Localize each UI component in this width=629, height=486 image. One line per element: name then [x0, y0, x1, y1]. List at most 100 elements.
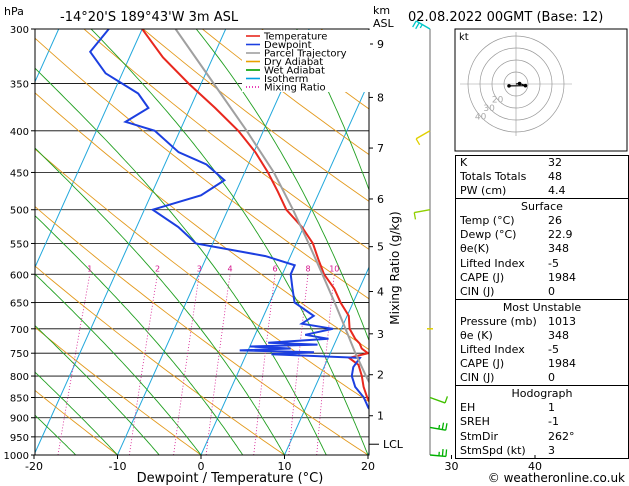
index-label: K [460, 156, 468, 169]
index-label: θe (K) [460, 328, 493, 342]
isotherm-line [284, 266, 369, 455]
km-tick-label: 4 [377, 286, 384, 299]
index-label: Temp (°C) [460, 214, 515, 228]
temperature-tick-label: 0 [198, 460, 205, 473]
wet-adiabat-line [296, 29, 369, 192]
km-tick-label: 9 [377, 38, 384, 51]
index-value: 0 [548, 284, 555, 298]
wind-barb-feather [445, 423, 448, 431]
dry-adiabat-line [202, 29, 369, 156]
index-value: 26 [548, 214, 562, 228]
wind-barb [415, 130, 431, 140]
lcl-label: LCL [383, 438, 404, 451]
index-value: 1013 [548, 314, 576, 328]
hodograph-ring-label: 40 [475, 112, 487, 122]
index-label: Lifted Index [460, 256, 525, 270]
index-label: EH [460, 401, 476, 415]
wind-barb [429, 454, 447, 458]
km-label: km [373, 4, 390, 17]
location-title: -14°20'S 189°43'W 3m ASL [60, 10, 239, 25]
index-value: 22.9 [548, 228, 573, 242]
index-label: StmSpd (kt) [460, 443, 526, 457]
index-label: CAPE (J) [460, 357, 505, 371]
pressure-tick-label: 950 [10, 433, 29, 444]
pressure-tick-label: 650 [10, 299, 29, 310]
index-value: 348 [548, 328, 569, 342]
km-tick-label: 3 [377, 328, 384, 341]
mixing-ratio-label: 3 [197, 264, 202, 273]
index-label: CIN (J) [460, 371, 495, 385]
wind-barbs [412, 20, 449, 458]
mixing-ratio-label: 4 [228, 264, 233, 273]
index-value: 1 [548, 401, 555, 415]
pressure-tick-label: 300 [10, 25, 29, 36]
pressure-tick-label: 550 [10, 239, 29, 250]
index-value: -5 [548, 343, 559, 357]
km-tick-label: 2 [377, 369, 384, 382]
index-label: Lifted Index [460, 343, 525, 357]
most-unstable-section: Most Unstable Pressure (mb) 1013 θe (K) 34… [456, 298, 628, 385]
wind-barb-half-feather [419, 24, 423, 29]
wet-adiabat-line [35, 147, 285, 455]
pressure-tick-label: 850 [10, 393, 29, 404]
dry-adiabat-line [35, 265, 285, 455]
dry-adiabat-line [35, 206, 369, 455]
legend-label: Dewpoint [264, 40, 312, 51]
mixing-ratio-axis-title: Mixing Ratio (g/kg) [388, 211, 402, 324]
pressure-tick-label: 450 [10, 168, 29, 179]
index-value: -1 [548, 415, 559, 429]
temperature-tick-label: 40 [528, 460, 542, 473]
hodograph-point [507, 84, 511, 88]
wind-barb [414, 209, 431, 214]
index-value: -5 [548, 256, 559, 270]
index-value: 1984 [548, 357, 576, 371]
mixing-ratio-label: 20 [415, 264, 425, 273]
dry-adiabat-line [35, 389, 118, 455]
pressure-tick-label: 1000 [4, 451, 29, 462]
pressure-tick-label: 750 [10, 349, 29, 360]
mixing-ratio-line [288, 274, 309, 455]
index-label: PW (cm) [460, 184, 507, 198]
asl-label: ASL [373, 17, 395, 30]
hpa-label: hPa [4, 5, 24, 18]
wet-adiabat-line [195, 29, 369, 342]
wind-barb-feather [412, 20, 417, 28]
x-axis-title: Dewpoint / Temperature (°C) [137, 471, 324, 486]
wind-barb-feather [415, 138, 421, 146]
background-grid: 1 2 3 4 6 8 10 15 20 25 [35, 29, 425, 455]
index-value: 0 [548, 371, 555, 385]
profile-lines [88, 29, 369, 411]
mixing-ratio-line [205, 274, 231, 455]
index-label: Pressure (mb) [460, 314, 537, 328]
mixing-ratio-label: 8 [305, 264, 310, 273]
legend-label: Isotherm [264, 74, 308, 85]
wind-barb-feather [441, 449, 444, 457]
mixing-ratio-label: 10 [329, 264, 339, 273]
hodograph-section: Hodograph EH 1 SREH -1 StmDir 262° StmSpd (… [456, 385, 628, 457]
index-value: 48 [548, 170, 562, 184]
dry-adiabat-line [35, 92, 369, 351]
most-unstable-title: Most Unstable [502, 300, 582, 314]
wind-barb-feather [415, 22, 420, 30]
mixing-ratio-line [253, 274, 276, 455]
pressure-tick-label: 400 [10, 127, 29, 138]
index-label: SREH [460, 415, 490, 429]
km-tick-label: 8 [377, 91, 384, 104]
hodograph-unit-label: kt [459, 32, 469, 43]
temperature-tick-label: 10 [278, 460, 292, 473]
wind-barb-feather [441, 422, 445, 430]
index-label: StmDir [460, 429, 499, 443]
mixing-ratio-line [368, 449, 369, 455]
dry-adiabat-line [83, 29, 369, 250]
pressure-tick-label: 350 [10, 80, 29, 91]
isotherm-line [200, 80, 369, 455]
axes: 3003504004505005506006507007508008509009… [4, 25, 542, 473]
isotherm-line [35, 29, 143, 269]
mixing-ratio-line [316, 274, 335, 455]
mixing-ratio-line [173, 274, 200, 455]
surface-section: Surface Temp (°C) 26 Dewp (°C) 22.9 θe(K) 3… [456, 198, 628, 299]
index-label: CAPE (J) [460, 270, 505, 284]
km-tick-label: 6 [377, 193, 384, 206]
pressure-tick-label: 800 [10, 372, 29, 383]
